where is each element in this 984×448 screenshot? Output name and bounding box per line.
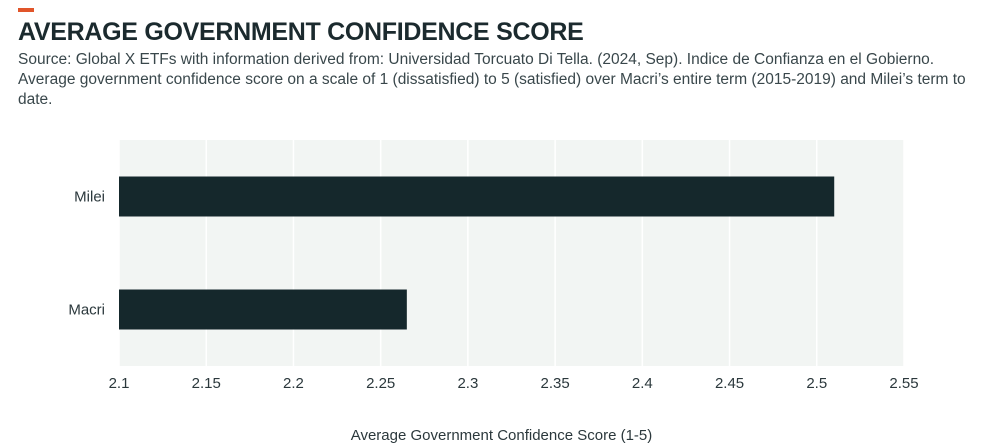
x-tick-label: 2.3: [457, 375, 478, 392]
chart-title: AVERAGE GOVERNMENT CONFIDENCE SCORE: [18, 18, 584, 46]
x-tick-label: 2.15: [192, 375, 221, 392]
x-tick-label: 2.4: [632, 375, 653, 392]
x-tick-label: 2.45: [715, 375, 744, 392]
category-label-milei: Milei: [74, 189, 105, 206]
chart-subtitle: Source: Global X ETFs with information d…: [18, 51, 966, 108]
plot-background: [119, 140, 904, 366]
x-tick-label: 2.25: [366, 375, 395, 392]
x-tick-label: 2.1: [109, 375, 130, 392]
bar-macri: [119, 289, 407, 330]
bar-milei: [119, 176, 835, 217]
x-axis-label: Average Government Confidence Score (1-5…: [351, 427, 653, 444]
title-accent-bar: [18, 8, 34, 12]
x-tick-label: 2.35: [541, 375, 570, 392]
x-tick-label: 2.55: [889, 375, 918, 392]
x-tick-labels: 2.1 2.15 2.2 2.25 2.3 2.35 2.4 2.45 2.5 2.55: [109, 375, 919, 392]
bars: [119, 176, 835, 330]
category-label-macri: Macri: [68, 302, 105, 319]
x-tick-label: 2.2: [283, 375, 304, 392]
category-labels: Milei Macri: [68, 189, 105, 319]
x-tick-label: 2.5: [806, 375, 827, 392]
